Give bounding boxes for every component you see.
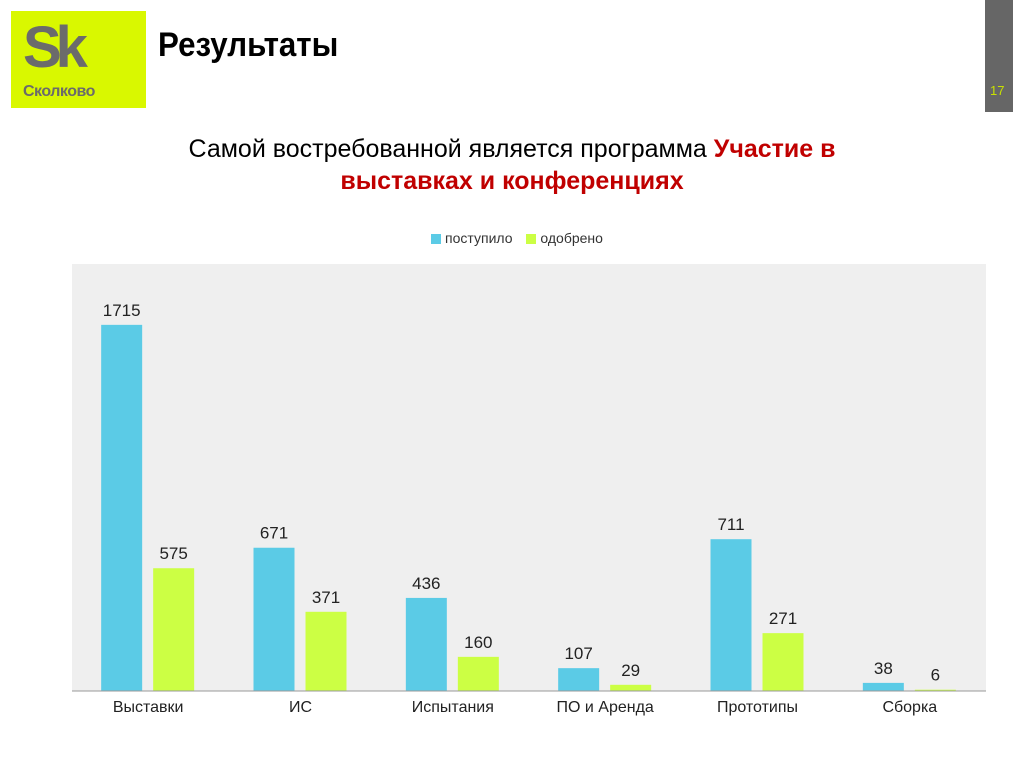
- bar-approved: [762, 633, 804, 691]
- page-number: 17: [990, 83, 1005, 98]
- data-label: 436: [412, 574, 440, 593]
- data-label: 671: [260, 524, 288, 543]
- plot-area: [72, 264, 986, 691]
- bar-received: [862, 682, 904, 691]
- skolkovo-logo: Sk Сколково: [11, 11, 146, 108]
- bar-approved: [305, 611, 347, 691]
- data-label: 6: [931, 666, 940, 685]
- legend-swatch-approved: [526, 234, 537, 245]
- page-title: Результаты: [158, 26, 339, 64]
- data-label: 1715: [103, 301, 141, 320]
- bar-received: [710, 539, 752, 691]
- data-label: 711: [717, 515, 744, 534]
- logo-mark: Sk: [23, 15, 88, 80]
- data-label: 160: [464, 633, 492, 652]
- data-label: 29: [621, 661, 640, 680]
- subtitle-highlight: Участие в выставках и конференциях: [340, 135, 836, 195]
- data-label: 371: [312, 588, 340, 607]
- bar-approved: [153, 568, 195, 691]
- data-label: 575: [159, 544, 187, 563]
- subtitle: Самой востребованной является программа …: [0, 133, 1024, 197]
- data-label: 107: [564, 644, 592, 663]
- data-label: 271: [769, 609, 797, 628]
- data-label: 38: [874, 659, 893, 678]
- subtitle-text: Самой востребованной является программа: [188, 135, 714, 163]
- bar-received: [101, 324, 143, 691]
- x-tick-label: ПО и Аренда: [557, 699, 654, 716]
- legend-label-approved: одобрено: [540, 230, 603, 246]
- bar-received: [558, 668, 600, 691]
- bar-received: [405, 597, 447, 691]
- legend: поступило одобрено: [0, 230, 1024, 246]
- x-tick-label: Испытания: [412, 699, 494, 716]
- side-bar: [985, 0, 1013, 112]
- x-tick-label: Прототипы: [717, 699, 798, 716]
- bar-approved: [914, 689, 956, 691]
- x-tick-label: ИС: [289, 699, 312, 716]
- x-tick-label: Сборка: [882, 699, 937, 716]
- bar-approved: [610, 684, 652, 691]
- legend-label-received: поступило: [445, 230, 513, 246]
- legend-swatch-received: [431, 234, 442, 245]
- logo-name: Сколково: [23, 83, 95, 100]
- bar-received: [253, 547, 295, 691]
- x-tick-label: Выставки: [113, 699, 184, 716]
- bar-approved: [457, 656, 499, 691]
